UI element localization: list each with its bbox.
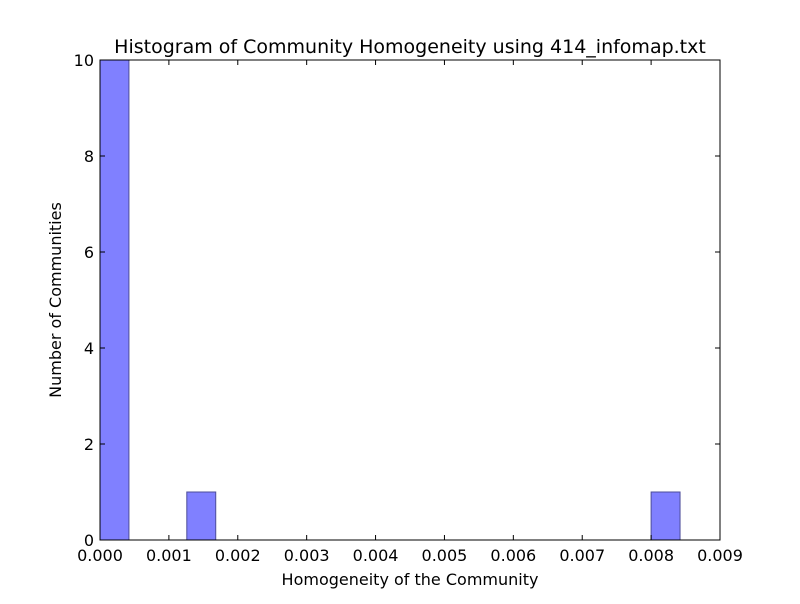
ticks-layer: 0.000 0.001 0.002 0.003 0.004 0.005 0.006 0.007…: [74, 51, 743, 565]
x-tick-label-3: 0.003: [284, 546, 330, 565]
chart-title: Histogram of Community Homogeneity using…: [114, 36, 706, 58]
histogram-bar-0: [99, 59, 130, 541]
histogram-bar-2: [650, 491, 681, 541]
x-tick-label-7: 0.007: [559, 546, 605, 565]
y-tick-label-0: 0: [84, 531, 94, 550]
x-tick-label-0: 0.000: [77, 546, 123, 565]
x-tick-label-8: 0.008: [628, 546, 674, 565]
x-axis-label: Homogeneity of the Community: [282, 570, 539, 589]
x-tick-label-1: 0.001: [146, 546, 192, 565]
x-tick-label-9: 0.009: [697, 546, 743, 565]
y-tick-label-2: 4: [84, 339, 94, 358]
x-tick-label-4: 0.004: [353, 546, 399, 565]
y-tick-label-5: 10: [74, 51, 94, 70]
x-tick-label-5: 0.005: [422, 546, 468, 565]
y-tick-label-4: 8: [84, 147, 94, 166]
x-tick-label-2: 0.002: [215, 546, 261, 565]
plot-area-frame: [99, 59, 721, 541]
histogram-bar-1: [186, 491, 217, 541]
bars-layer: [99, 59, 681, 541]
x-tick-label-6: 0.006: [490, 546, 536, 565]
y-axis-label: Number of Communities: [46, 202, 65, 398]
y-tick-label-1: 2: [84, 435, 94, 454]
y-tick-label-3: 6: [84, 243, 94, 262]
